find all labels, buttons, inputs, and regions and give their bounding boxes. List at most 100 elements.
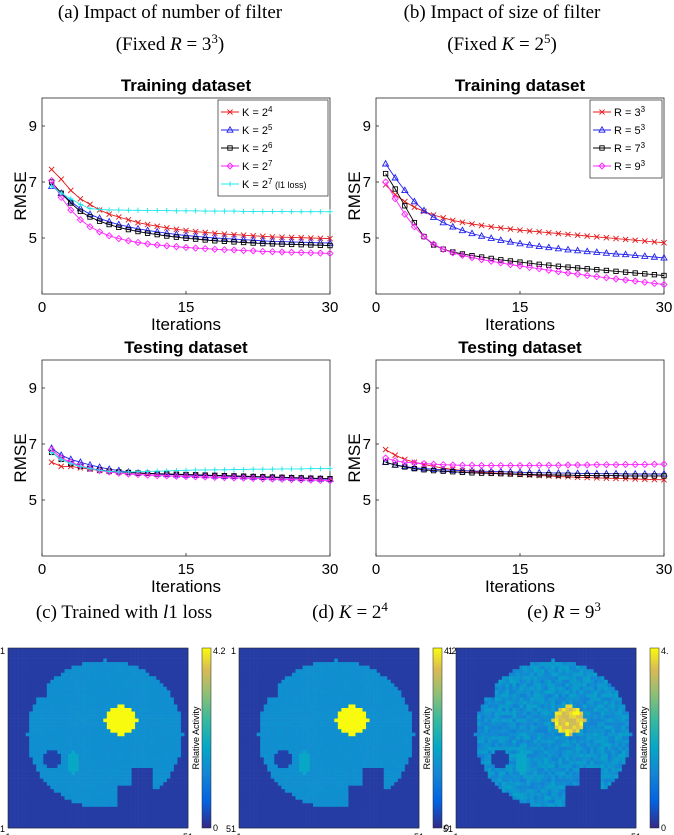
heatmap-cell [264, 659, 268, 663]
heatmap-cell [391, 747, 395, 751]
heatmap-cell [12, 757, 16, 761]
heatmap-cell [391, 712, 395, 716]
heatmap-cell [103, 775, 107, 779]
heatmap-cell [89, 810, 93, 814]
heatmap-cell [103, 800, 107, 804]
heatmap-cell [64, 782, 68, 786]
heatmap-cell [160, 708, 164, 712]
heatmap-cell [177, 680, 181, 684]
heatmap-cell [61, 768, 65, 772]
heatmap-cell [281, 648, 285, 652]
heatmap-cell [68, 768, 72, 772]
heatmap-cell [310, 761, 314, 765]
heatmap-cell [26, 793, 30, 797]
heatmap-cell [306, 726, 310, 730]
heatmap-cell [100, 662, 104, 666]
heatmap-cell [253, 715, 257, 719]
heatmap-cell [174, 740, 178, 744]
heatmap-cell [306, 680, 310, 684]
heatmap-cell [260, 722, 264, 726]
heatmap-cell [345, 669, 349, 673]
heatmap-cell [359, 704, 363, 708]
heatmap-cell [124, 733, 128, 737]
heatmap-cell [391, 757, 395, 761]
heatmap-cell [338, 722, 342, 726]
heatmap-cell [370, 733, 374, 737]
heatmap-cell [408, 715, 412, 719]
heatmap-cell [363, 683, 367, 687]
heatmap-cell [363, 708, 367, 712]
heatmap-cell [72, 810, 76, 814]
heatmap-cell [8, 659, 12, 663]
heatmap-cell [250, 722, 254, 726]
heatmap-cell [100, 719, 104, 723]
heatmap-cell [359, 733, 363, 737]
heatmap-cell [19, 789, 23, 793]
heatmap-cell [146, 680, 150, 684]
heatmap-cell [40, 683, 44, 687]
heatmap-cell [373, 719, 377, 723]
heatmap-cell [398, 683, 402, 687]
heatmap-cell [384, 680, 388, 684]
heatmap-cell [64, 722, 68, 726]
heatmap-cell [149, 743, 153, 747]
heatmap-cell [177, 659, 181, 663]
heatmap-cell [394, 736, 398, 740]
heatmap-cell [114, 736, 118, 740]
heatmap-cell [61, 779, 65, 783]
heatmap-cell [142, 740, 146, 744]
heatmap-cell [408, 666, 412, 670]
heatmap-cell [64, 800, 68, 804]
heatmap-cell [156, 747, 160, 751]
heatmap-cell [412, 757, 416, 761]
heatmap-cell [295, 694, 299, 698]
heatmap-cell [75, 800, 79, 804]
heatmap-cell [327, 697, 331, 701]
heatmap-cell [288, 680, 292, 684]
heatmap-cell [33, 715, 37, 719]
heatmap-cell [310, 697, 314, 701]
heatmap-cell [387, 666, 391, 670]
heatmap-cell [103, 750, 107, 754]
heatmap-cell [288, 761, 292, 765]
heatmap-cell [15, 659, 19, 663]
heatmap-cell [19, 747, 23, 751]
heatmap-cell [93, 722, 97, 726]
heatmap-cell [121, 690, 125, 694]
heatmap-cell [89, 690, 93, 694]
heatmap-cell [359, 747, 363, 751]
heatmap-cell [57, 655, 61, 659]
heatmap-cell [93, 683, 97, 687]
heatmap-cell [317, 697, 321, 701]
heatmap-cell [359, 648, 363, 652]
heatmap-cell [380, 715, 384, 719]
heatmap-cell [54, 782, 58, 786]
heatmap-cell [341, 712, 345, 716]
heatmap-cell [292, 712, 296, 716]
heatmap-cell [405, 704, 409, 708]
heatmap-cell [12, 750, 16, 754]
heatmap-cell [107, 733, 111, 737]
heatmap-cell [281, 719, 285, 723]
heatmap-cell [278, 757, 282, 761]
heatmap-cell [391, 680, 395, 684]
heatmap-cell [359, 712, 363, 716]
heatmap-cell [345, 736, 349, 740]
heatmap-cell [373, 761, 377, 765]
heatmap-cell [93, 673, 97, 677]
heatmap-cell [47, 652, 51, 656]
heatmap-cell [121, 708, 125, 712]
heatmap-cell [121, 775, 125, 779]
heatmap-cell [334, 680, 338, 684]
heatmap-cell [43, 694, 47, 698]
heatmap-cell [345, 680, 349, 684]
heatmap-cell [285, 648, 289, 652]
heatmap-cell [114, 768, 118, 772]
heatmap-cell [412, 736, 416, 740]
heatmap-cell [22, 676, 26, 680]
heatmap-cell [338, 736, 342, 740]
heatmap-cell [79, 772, 83, 776]
heatmap-cell [348, 662, 352, 666]
heatmap-cell [33, 821, 37, 825]
heatmap-cell [303, 690, 307, 694]
